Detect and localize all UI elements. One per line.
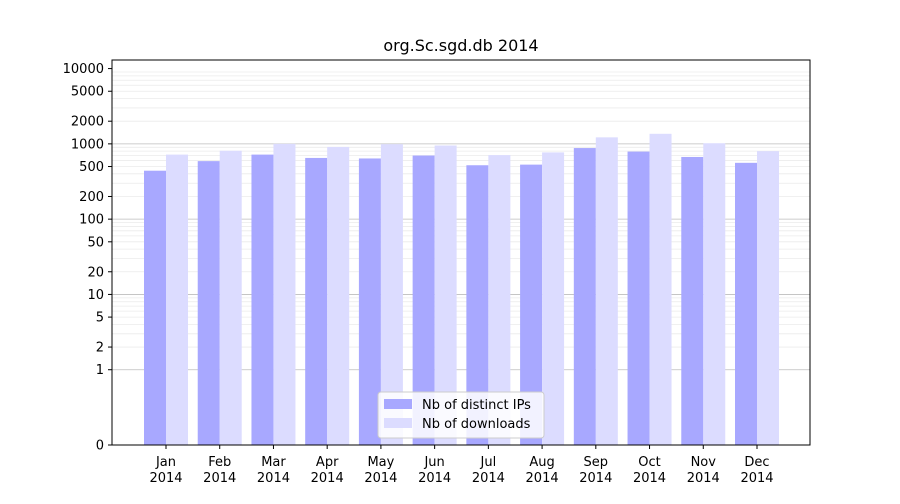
x-tick-year-label: 2014: [203, 471, 236, 486]
bar-downloads-jan: [166, 154, 188, 445]
bar-distinct-ips-oct: [627, 151, 650, 446]
bar-distinct-ips-aug: [520, 164, 543, 445]
x-tick-label: Feb: [208, 455, 231, 470]
bar-downloads-dec: [757, 151, 779, 445]
legend-label-downloads: Nb of downloads: [422, 417, 531, 432]
x-tick-label: Jun: [423, 455, 444, 470]
bar-distinct-ips-dec: [735, 162, 757, 446]
legend-swatch-distinct-ips: [384, 399, 412, 409]
bar-downloads-mar: [273, 143, 296, 445]
y-tick-label: 2: [96, 341, 104, 356]
bar-downloads-jul: [488, 155, 511, 446]
bar-distinct-ips-jun: [412, 155, 435, 445]
x-tick-year-label: 2014: [418, 471, 451, 486]
y-tick-label: 0: [96, 439, 104, 454]
x-axis: Jan2014Feb2014Mar2014Apr2014May2014Jun20…: [149, 445, 774, 486]
bar-distinct-ips-nov: [681, 156, 704, 446]
y-tick-label: 5: [96, 311, 104, 326]
y-tick-label: 50: [87, 235, 104, 250]
x-tick-year-label: 2014: [364, 471, 397, 486]
y-tick-label: 5000: [71, 85, 104, 100]
bar-downloads-sep: [595, 137, 618, 446]
x-tick-label: Nov: [691, 455, 717, 470]
y-tick-label: 2000: [71, 115, 104, 130]
bar-distinct-ips-mar: [251, 154, 274, 445]
legend-box: [377, 391, 545, 439]
y-tick-label: 200: [79, 190, 104, 205]
x-tick-label: Dec: [744, 455, 769, 470]
legend: Nb of distinct IPs Nb of downloads: [377, 391, 545, 439]
bars: [144, 133, 779, 446]
x-tick-year-label: 2014: [257, 471, 290, 486]
x-tick-label: May: [367, 455, 394, 470]
x-tick-year-label: 2014: [740, 471, 773, 486]
y-tick-label: 10: [87, 288, 104, 303]
x-tick-year-label: 2014: [579, 471, 612, 486]
x-tick-year-label: 2014: [687, 471, 720, 486]
x-tick-label: Jul: [480, 455, 497, 470]
x-tick-year-label: 2014: [149, 471, 182, 486]
legend-swatch-downloads: [384, 418, 412, 428]
x-tick-year-label: 2014: [526, 471, 559, 486]
y-tick-label: 1: [96, 363, 104, 378]
x-tick-label: Apr: [316, 455, 339, 470]
bar-distinct-ips-may: [358, 158, 381, 445]
x-tick-year-label: 2014: [311, 471, 344, 486]
y-axis: 0 1 2 5 10 20 50 100 200 500 1000 2000 5000 10000: [63, 62, 112, 454]
bar-distinct-ips-sep: [573, 148, 596, 445]
plot-frame: [111, 59, 811, 446]
bar-downloads-oct: [649, 133, 672, 445]
bar-downloads-may: [380, 144, 403, 445]
bar-distinct-ips-feb: [197, 161, 220, 446]
bar-downloads-feb: [219, 150, 242, 445]
x-tick-year-label: 2014: [472, 471, 505, 486]
x-tick-label: Sep: [584, 455, 609, 470]
bar-downloads-nov: [703, 143, 726, 445]
bar-downloads-apr: [327, 146, 350, 446]
bar-distinct-ips-jul: [466, 165, 489, 445]
x-tick-label: Jan: [155, 455, 176, 470]
x-tick-label: Aug: [529, 455, 554, 470]
legend-label-distinct-ips: Nb of distinct IPs: [422, 398, 531, 413]
y-tick-label: 10000: [63, 62, 104, 77]
bar-distinct-ips-jan: [144, 170, 166, 445]
bar-downloads-jun: [434, 145, 457, 445]
y-tick-label: 100: [79, 213, 104, 228]
x-tick-year-label: 2014: [633, 471, 666, 486]
x-tick-label: Oct: [638, 455, 660, 470]
y-tick-label: 1000: [71, 137, 104, 152]
bar-distinct-ips-apr: [305, 157, 328, 446]
y-tick-label: 500: [79, 160, 104, 175]
x-tick-label: Mar: [261, 455, 286, 470]
bar-downloads-aug: [542, 152, 565, 445]
chart-title: org.Sc.sgd.db 2014: [383, 36, 538, 55]
y-tick-label: 20: [87, 265, 104, 280]
